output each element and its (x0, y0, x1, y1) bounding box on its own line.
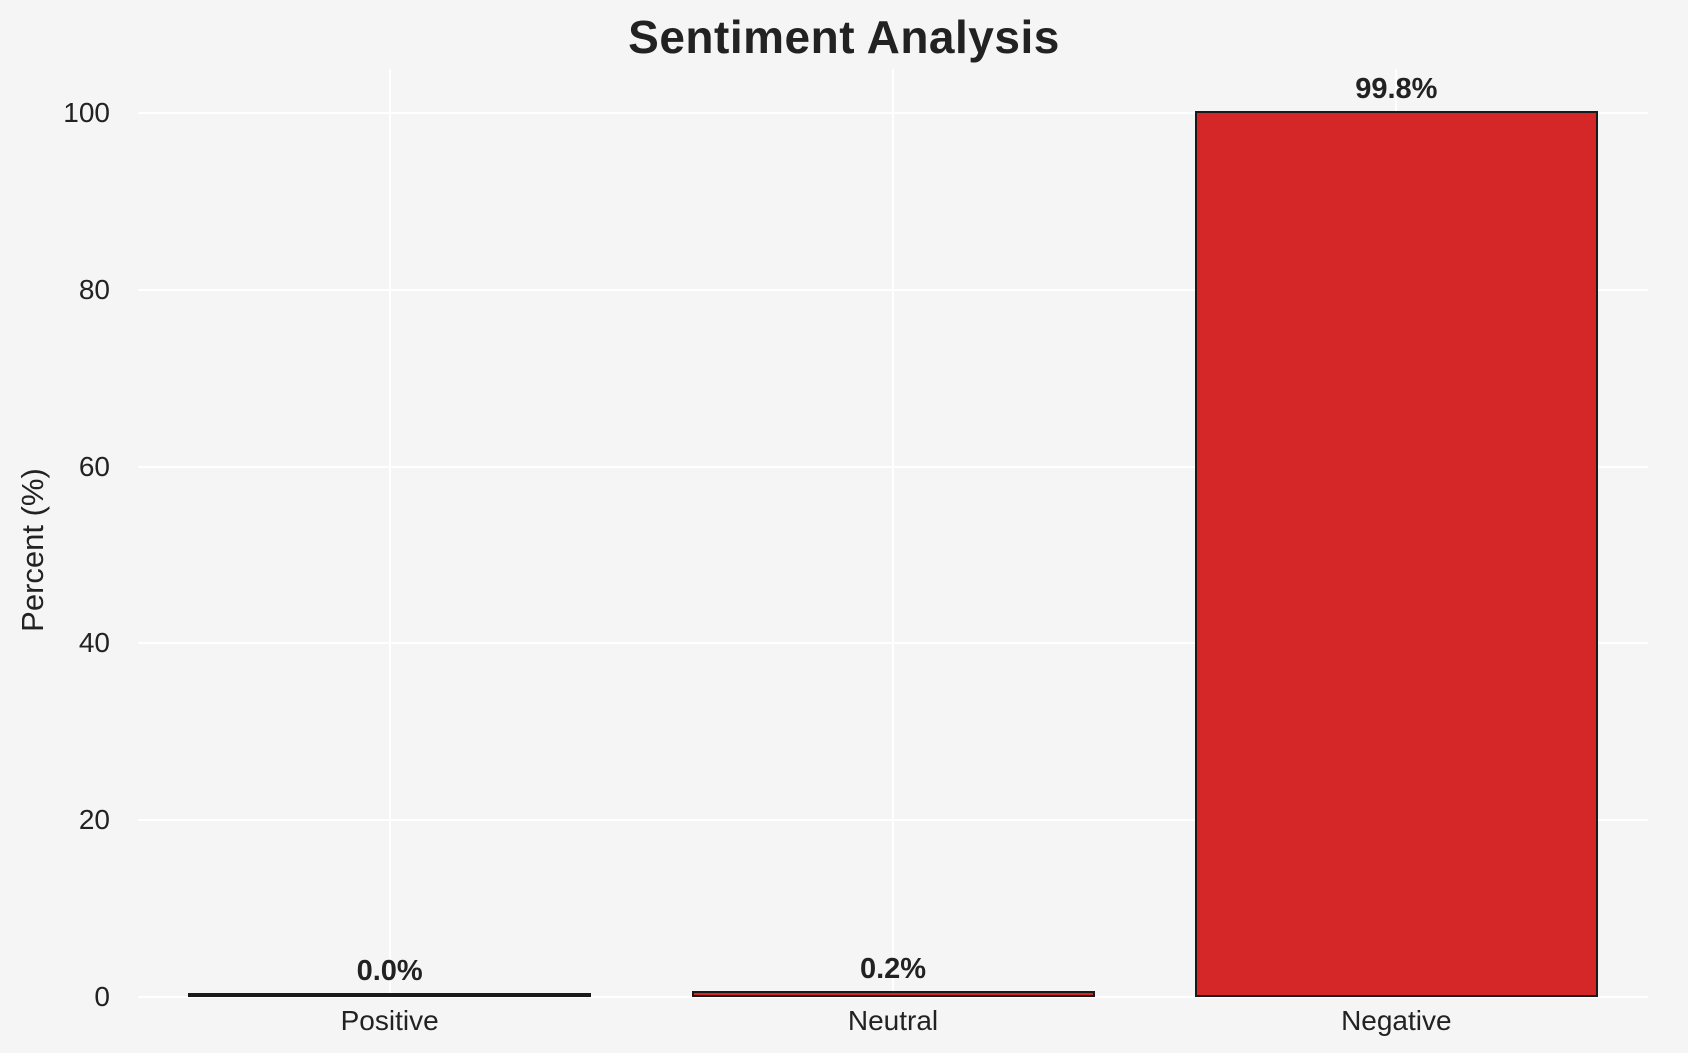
y-axis-label: Percent (%) (15, 468, 50, 632)
y-tick-label: 20 (78, 804, 110, 836)
y-tick-label: 0 (94, 981, 110, 1012)
y-tick-label: 100 (63, 97, 110, 129)
chart-title: Sentiment Analysis (628, 11, 1060, 63)
bar-positive (188, 993, 591, 997)
x-gridline (892, 69, 894, 997)
bar-value-label: 99.8% (1355, 73, 1438, 105)
bar-negative (1195, 111, 1598, 997)
y-tick-label: 60 (78, 450, 110, 482)
bar-value-label: 0.0% (356, 955, 423, 987)
bar-neutral (692, 991, 1095, 997)
y-tick-label: 40 (78, 627, 110, 659)
y-gridline (138, 996, 1648, 998)
bar-value-label: 0.2% (859, 953, 927, 985)
x-gridline (388, 69, 391, 997)
x-tick-label: Positive (340, 1005, 439, 1036)
x-tick-label: Negative (1341, 1005, 1452, 1036)
y-tick-label: 80 (78, 273, 110, 305)
x-tick-label: Neutral (847, 1005, 939, 1036)
